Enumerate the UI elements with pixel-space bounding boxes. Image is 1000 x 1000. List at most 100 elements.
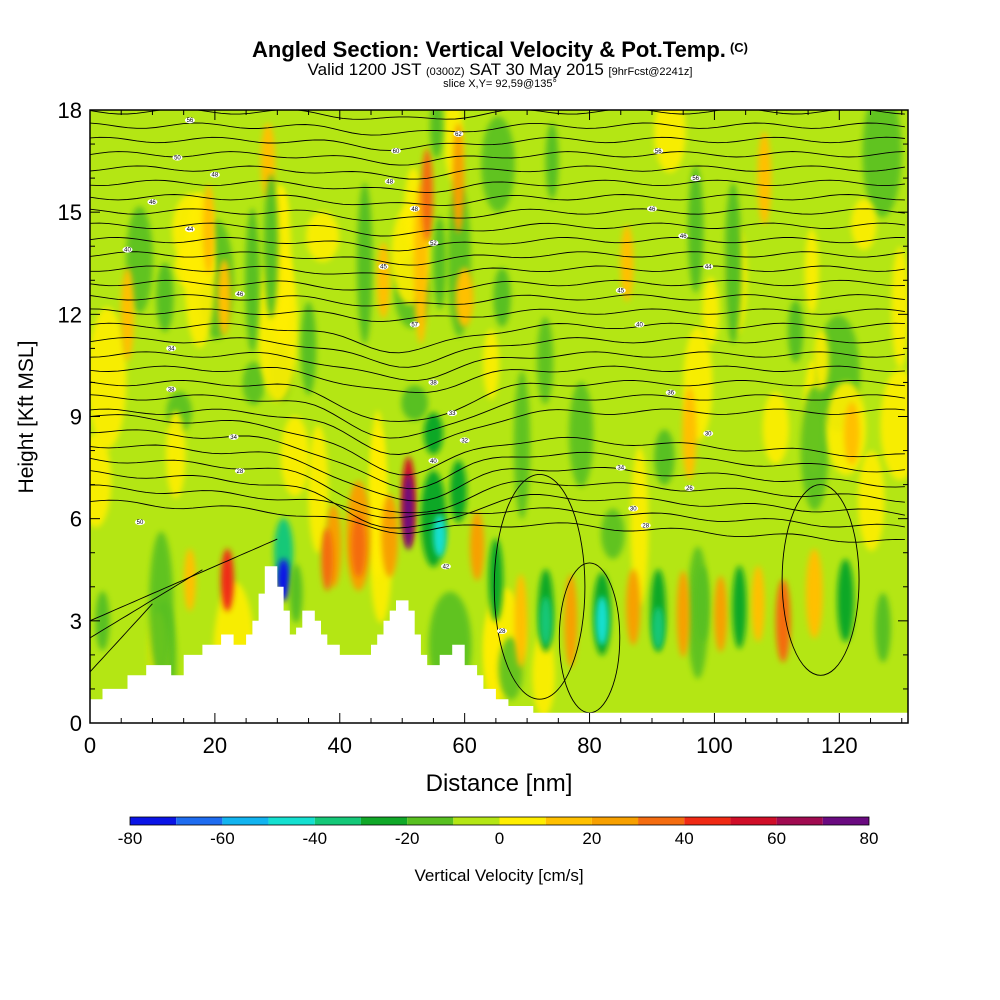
velocity-cell (545, 123, 559, 200)
contour-label: 45 (380, 265, 387, 271)
x-tick-label: 60 (452, 733, 476, 758)
contour-label-bg (703, 263, 714, 270)
contour-label-bg (166, 345, 177, 352)
contour-label-bg (409, 205, 420, 212)
contour-label: 28 (642, 523, 649, 529)
velocity-cell (433, 514, 447, 557)
texture-streak (891, 246, 908, 369)
velocity-cell (875, 592, 891, 663)
texture-streak (126, 206, 153, 314)
contour-label-bg (628, 505, 639, 512)
terrain-mask (90, 566, 908, 723)
velocity-cell (351, 514, 366, 578)
colorbar-tick-label: 80 (860, 829, 879, 848)
theta-contour (90, 136, 905, 151)
contour-label-bg (390, 147, 401, 154)
texture-streak (166, 410, 186, 499)
contour-label: 46 (680, 234, 687, 240)
contour-label-bg (634, 321, 645, 328)
colorbar-tick-label: 60 (767, 829, 786, 848)
texture-streak (600, 508, 625, 559)
contour-label-bg (665, 389, 676, 396)
valid-prefix: Valid 1200 JST (307, 60, 422, 79)
velocity-cell (381, 494, 399, 578)
contour-label: 30 (705, 432, 712, 438)
x-tick-label: 0 (84, 733, 96, 758)
velocity-cell (120, 267, 134, 361)
theta-contour-loop (493, 473, 586, 700)
contour-label: 34 (617, 466, 624, 472)
velocity-cell (321, 528, 334, 591)
contour-label: 46 (149, 200, 156, 206)
theta-contour (90, 194, 905, 206)
velocity-cell (95, 591, 110, 651)
colorbar-swatch (591, 817, 639, 825)
chart-title-text: Angled Section: Vertical Velocity & Pot.… (252, 37, 726, 62)
theta-contour (90, 444, 905, 502)
velocity-cell (564, 574, 578, 668)
contour-label: 34 (230, 435, 237, 441)
contour-label-bg (228, 433, 239, 440)
theta-contour-loop (781, 484, 860, 676)
theta-contour (90, 236, 905, 252)
contour-label: 40 (430, 459, 437, 465)
valid-date: SAT 30 May 2015 (469, 60, 604, 79)
contour-label: 38 (168, 387, 175, 393)
velocity-cell (620, 225, 634, 302)
texture-streak (280, 416, 310, 497)
colorbar-swatch (730, 817, 777, 825)
contour-label: 44 (187, 227, 194, 233)
texture-streak (862, 110, 902, 218)
contour-label-bg (646, 205, 657, 212)
colorbar-swatch (176, 817, 223, 825)
colorbar-tick-label: -80 (118, 829, 143, 848)
theta-contour (90, 484, 905, 528)
velocity-cell (714, 575, 728, 653)
contour-label: 42 (443, 564, 450, 570)
velocity-cell (837, 558, 854, 642)
velocity-cell (732, 565, 747, 649)
colorbar-swatch (545, 817, 592, 825)
theta-contour (90, 603, 153, 673)
contour-label-bg (428, 457, 439, 464)
contour-label-bg (172, 154, 183, 161)
texture-streak (483, 329, 500, 400)
colorbar-frame (129, 816, 870, 826)
theta-contour (90, 379, 905, 422)
theta-contour (90, 457, 905, 514)
contour-label-bg (234, 290, 245, 297)
velocity-cell (184, 548, 196, 612)
velocity-cell (202, 184, 215, 275)
y-tick-label: 12 (58, 302, 82, 327)
x-tick-label: 100 (696, 733, 733, 758)
theta-contour (90, 351, 905, 381)
contour-label-bg (378, 263, 389, 270)
colorbar-label: Vertical Velocity [cm/s] (414, 866, 583, 885)
terrain (90, 566, 908, 723)
contour-label: 30 (630, 506, 637, 512)
texture-streak (483, 609, 505, 709)
contour-label-bg (653, 147, 664, 154)
contour-label: 50 (137, 520, 144, 526)
contour-label-bg (459, 437, 470, 444)
velocity-cell (433, 216, 447, 310)
contour-label: 52 (430, 241, 437, 247)
velocity-cell (470, 511, 485, 581)
velocity-cell (430, 110, 444, 159)
velocity-cell (300, 301, 317, 395)
colorbar-tick-label: -20 (395, 829, 420, 848)
colorbar-swatch (776, 817, 823, 825)
theta-contour (90, 499, 905, 543)
contour-label: 62 (455, 132, 462, 138)
theta-contour (90, 165, 905, 180)
texture-streak (90, 433, 112, 528)
velocity-cell (220, 548, 234, 612)
contour-label: 26 (686, 486, 693, 492)
velocity-cell (488, 538, 503, 622)
colorbar-tick-label: 20 (582, 829, 601, 848)
contour-label: 56 (655, 149, 662, 155)
y-tick-label: 0 (70, 711, 82, 736)
contour-label-bg (684, 485, 695, 492)
